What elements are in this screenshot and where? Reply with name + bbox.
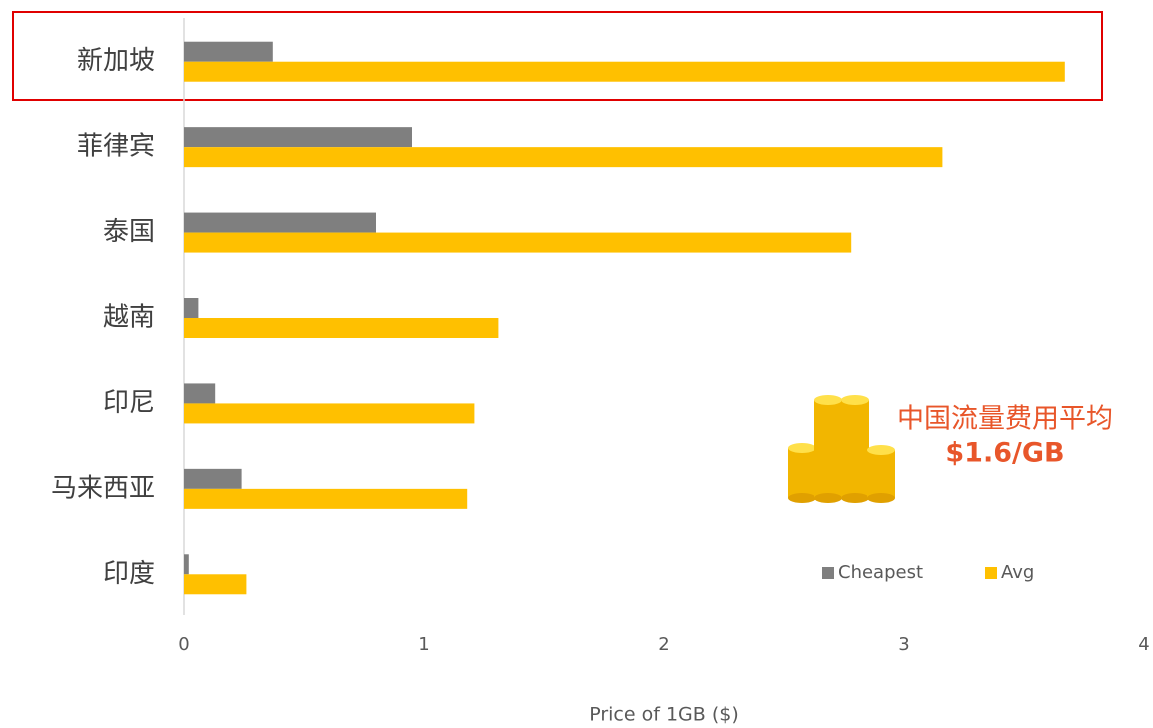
y-tick-label: 印尼 [103,388,155,418]
y-tick-label: 菲律宾 [77,132,155,162]
x-tick-label: 0 [178,634,189,655]
bar [184,318,498,338]
bar [184,213,376,233]
bar [184,147,942,167]
highlight-box [13,12,1102,100]
legend-label: Cheapest [838,562,923,583]
legend-swatch [822,567,834,579]
y-tick-label: 越南 [103,303,155,333]
x-tick-label: 2 [658,634,669,655]
bar [184,403,474,423]
bar [184,298,198,318]
annotation: 中国流量费用平均 [897,404,1113,435]
annotation: $1.6/GB [945,438,1064,469]
y-tick-label: 印度 [103,559,155,589]
x-tick-label: 3 [898,634,909,655]
bar [184,469,242,489]
y-tick-label: 新加坡 [77,46,155,76]
chart: 中国流量费用平均 $1.6/GB Price of 1GB ($) 0 1 2 3 4 新… [0,0,1153,728]
x-tick-label: 4 [1138,634,1149,655]
legend-swatch [985,567,997,579]
bar [184,62,1065,82]
legend-label: Avg [1001,562,1034,583]
bar [184,127,412,147]
coins-icon [788,395,895,503]
bar [184,42,273,62]
y-tick-label: 马来西亚 [51,473,155,503]
x-tick-label: 1 [418,634,429,655]
bar [184,383,215,403]
bar [184,554,189,574]
x-axis-title: Price of 1GB ($) [589,704,739,726]
bar [184,574,246,594]
bar [184,489,467,509]
bar [184,233,851,253]
y-tick-label: 泰国 [103,217,155,247]
